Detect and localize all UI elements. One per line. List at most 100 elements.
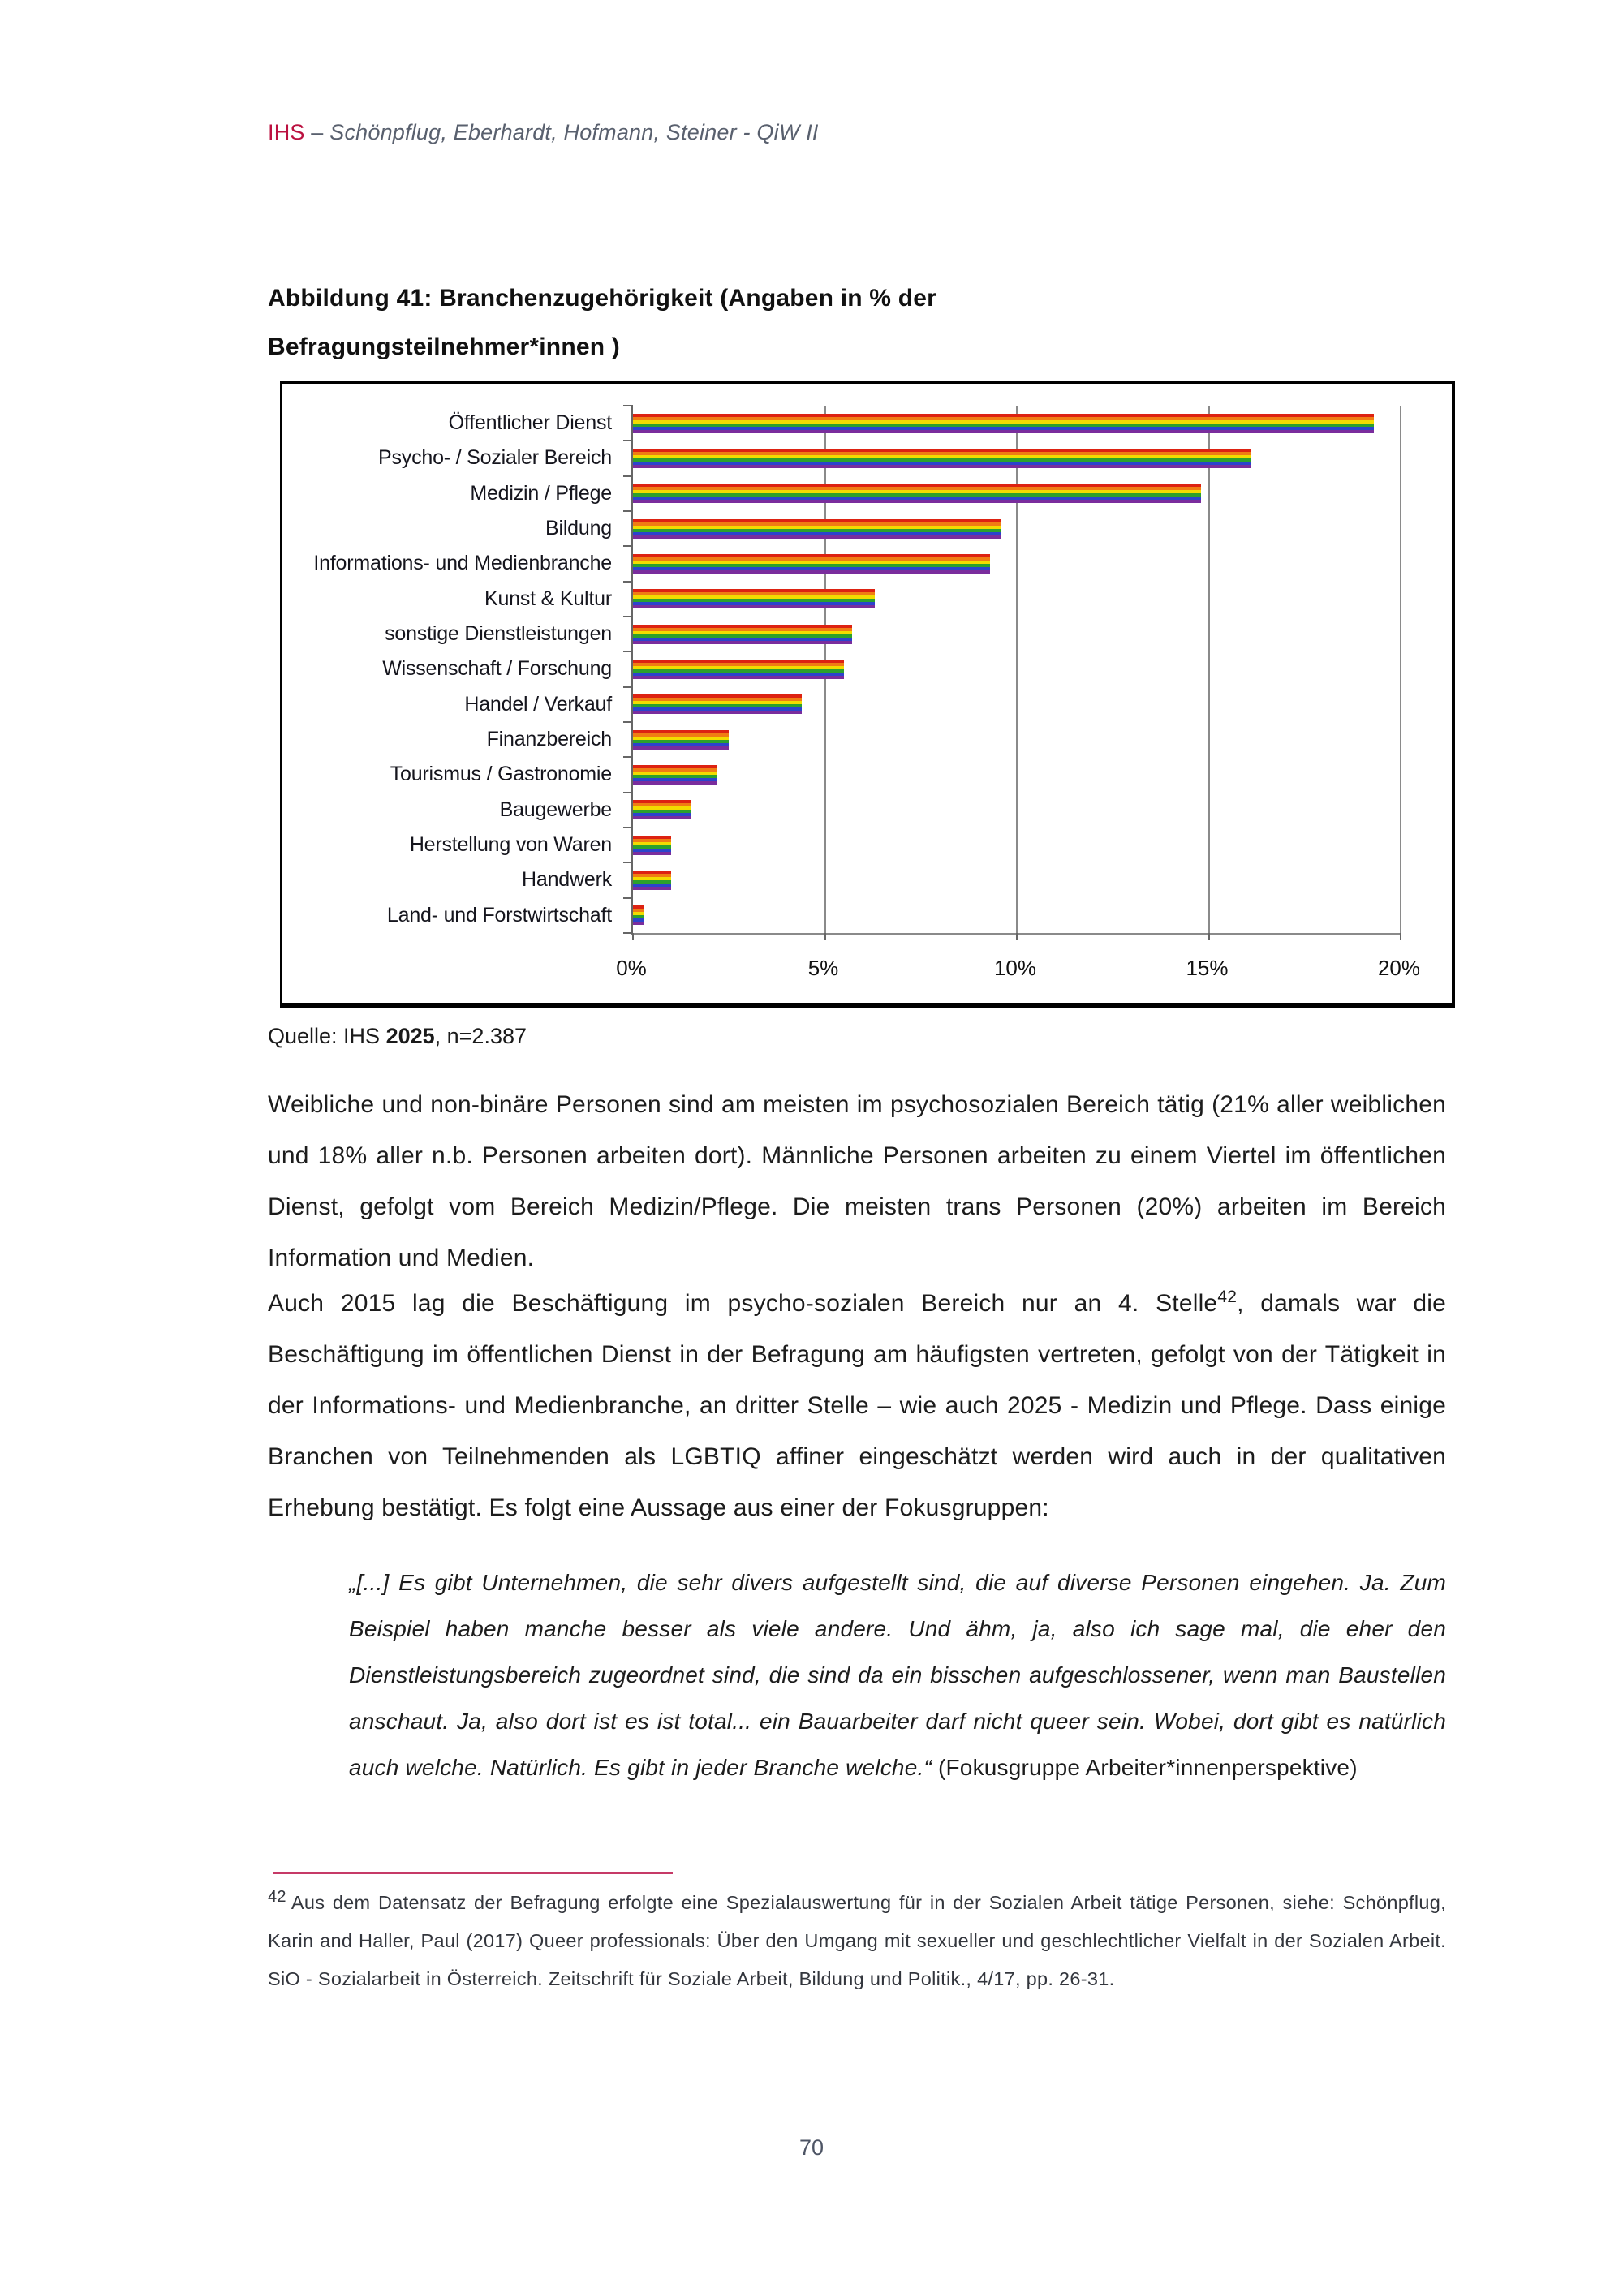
x-tick-label: 15% [1186,956,1229,980]
bar-stripe [633,419,1374,424]
bar-stripe [633,426,1374,430]
y-axis-tick [623,580,633,583]
y-axis-tick [623,862,633,864]
category-label: Finanzbereich [486,728,613,750]
bar-stripe [633,630,852,634]
category-label: Handwerk [522,868,612,892]
bar-stripe [633,711,803,715]
footnote-42: 42 Aus dem Datensatz der Befragung erfolg… [268,1884,1446,1998]
chart-category-labels: Öffentlicher Dienst Psycho- / Sozialer Be… [282,384,622,1003]
bar-stripe [633,493,1202,497]
bar-stripe [633,416,1374,420]
bar-stripe [633,484,1202,488]
bar-row [633,722,1401,757]
rainbow-bar [633,518,1002,539]
y-axis-tick [623,440,633,442]
chart-plot [623,405,1401,940]
bar-stripe [633,672,845,676]
bar-stripe [633,429,1374,433]
bar-stripe [633,669,845,673]
bar-stripe [633,675,845,679]
rainbow-bar [633,659,845,679]
y-axis-tick [623,545,633,548]
bar-stripe [633,729,730,733]
bar-stripe [633,464,1251,468]
category-label: Psycho- / Sozialer Bereich [378,446,612,470]
figure-title: Abbildung 41: Branchenzugehörigkeit (Ang… [268,274,936,372]
paragraph2-text-continued: , damals war die Beschäftigung im öffent… [268,1290,1446,1521]
bar-stripe [633,851,672,855]
y-axis-tick [623,756,633,759]
y-axis-tick [623,791,633,793]
bar-stripe [633,918,645,922]
category-label: Wissenschaft / Forschung [382,657,612,681]
bar-row [633,793,1401,828]
bar-stripe [633,739,730,743]
bar-row [633,582,1401,617]
x-tick-label: 10% [993,956,1037,980]
bar-row [633,406,1401,441]
x-axis-tick [1208,933,1210,940]
source-year: 2025 [385,1024,435,1048]
bar-stripe [633,771,718,775]
bar-stripe [633,525,1002,529]
bar-stripe [633,777,718,781]
bar-stripe [633,803,691,807]
y-axis-tick [623,827,633,828]
bar-stripe [633,841,672,845]
page-number: 70 [799,2135,824,2160]
bar-stripe [633,746,730,750]
category-label: Informations- und Medienbranche [313,552,612,575]
chart-figure: Öffentlicher Dienst Psycho- / Sozialer Be… [280,381,1455,1008]
bar-row [633,757,1401,792]
bar-stripe [633,879,672,884]
y-axis-tick [623,510,633,512]
gridline-15% [1208,406,1210,933]
source-suffix: , n=2.387 [434,1024,527,1048]
y-axis-tick [623,616,633,617]
rainbow-bar [633,448,1251,468]
bar-row [633,828,1401,862]
bar-stripe [633,461,1251,465]
header-authors: Schönpflug, Eberhardt, Hofmann, Steiner … [329,120,819,144]
bar-stripe [633,570,990,574]
bar-stripe [633,835,672,839]
bar-stripe [633,707,803,712]
bar-stripe [633,602,875,606]
rainbow-bar [633,835,672,855]
quote-text: „[...] Es gibt Unternehmen, die sehr div… [349,1570,1446,1780]
bar-stripe [633,767,718,772]
x-axis-tick [1016,933,1018,940]
rainbow-bar [633,484,1202,504]
x-tick-label: 20% [1377,956,1421,980]
category-label: Bildung [545,517,612,540]
quote-attribution: (Fokusgruppe Arbeiter*innenperspektive) [937,1755,1358,1780]
bar-stripe [633,528,1002,532]
category-label: Öffentlicher Dienst [448,411,613,434]
y-axis-tick [623,405,633,406]
rainbow-bar [633,589,875,609]
bar-stripe [633,634,852,638]
rainbow-bar [633,553,990,574]
bar-stripe [633,800,691,804]
x-axis-tick [824,933,826,940]
bar-stripe [633,876,672,880]
bar-row [633,651,1401,686]
footnote-divider [273,1872,673,1874]
y-axis-tick [623,475,633,477]
bar-stripe [633,886,672,890]
bar-stripe [633,848,672,852]
header-brand: IHS [268,120,305,144]
category-label: Baugewerbe [499,798,613,821]
bar-stripe [633,454,1251,458]
source-prefix: Quelle: IHS [268,1024,386,1048]
rainbow-bar [633,413,1374,433]
bar-row [633,546,1401,581]
bar-stripe [633,912,645,916]
y-axis-tick [623,896,633,899]
bar-row [633,511,1401,546]
bar-stripe [633,451,1251,455]
footnote-reference-42: 42 [1217,1288,1238,1306]
bar-stripe [633,531,1002,535]
